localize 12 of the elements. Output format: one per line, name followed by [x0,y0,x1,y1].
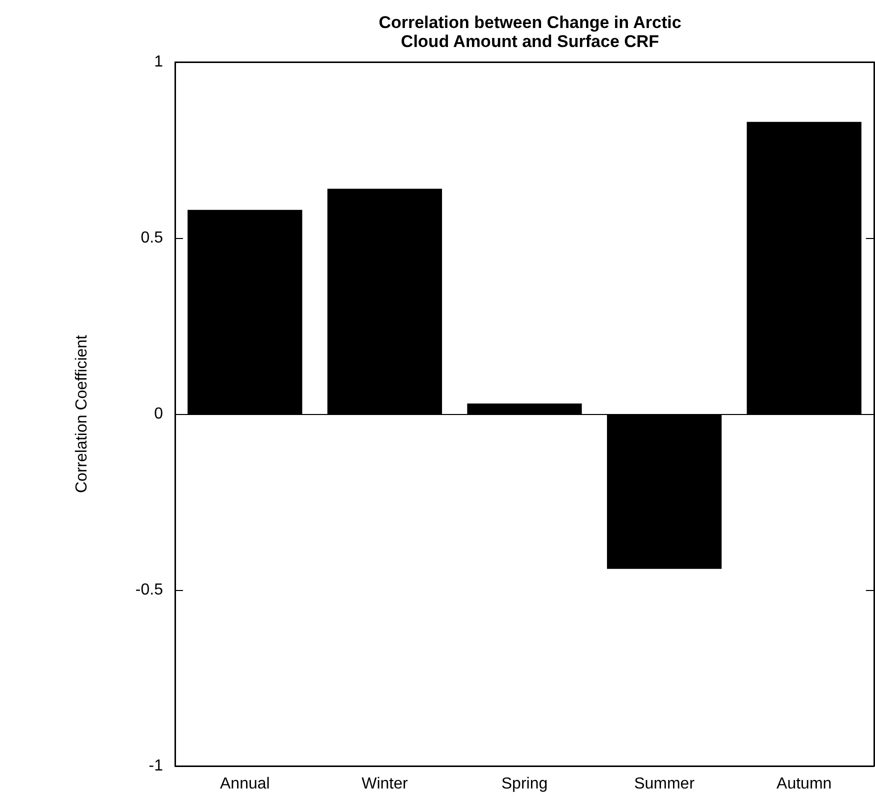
y-tick-label: -0.5 [135,582,164,598]
y-axis-title: Correlation Coefficient [74,334,90,494]
y-tick-label: 0 [154,406,164,422]
x-tick-label: Autumn [776,776,832,792]
chart-title: Correlation between Change in Arctic Cloud Amount and Surface CRF [378,13,682,51]
x-tick-label: Winter [362,776,408,792]
y-tick-label: -1 [148,758,164,774]
x-tick-label: Spring [501,776,548,792]
x-tick-label: Summer [634,776,696,792]
x-tick-label: Annual [220,776,270,792]
y-tick-label: 0.5 [140,230,164,246]
y-tick-label: 1 [154,54,164,70]
